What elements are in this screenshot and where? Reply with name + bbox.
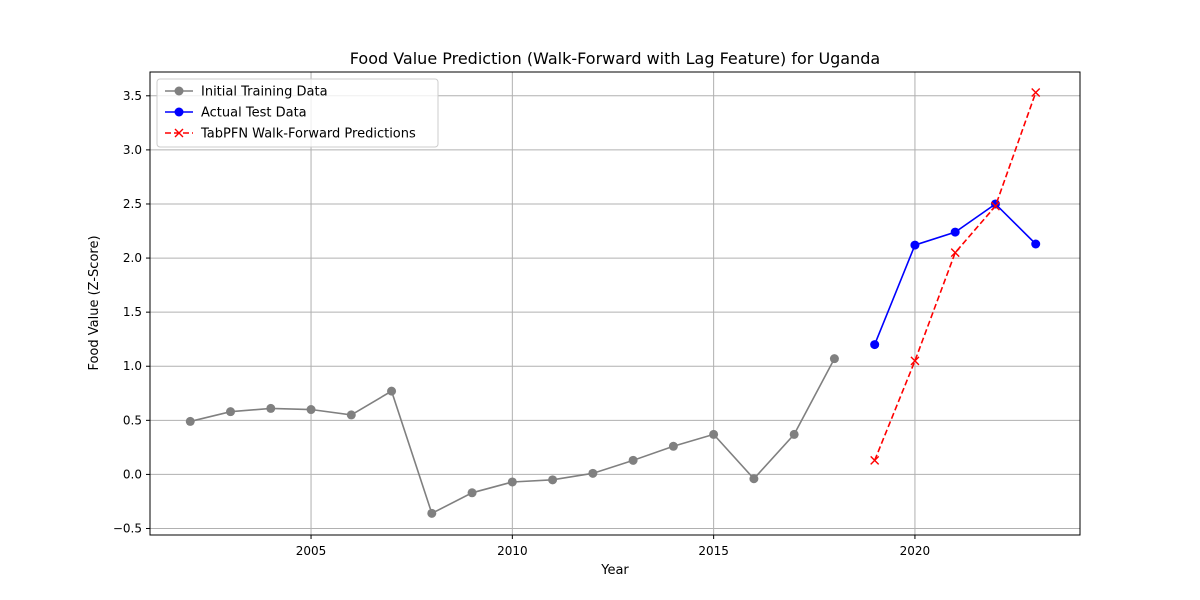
x-tick-label: 2005 [296,544,327,558]
y-tick-label: 1.0 [123,359,142,373]
x-tick-label: 2010 [497,544,528,558]
y-tick-label: 0.5 [123,413,142,427]
y-tick-label: 0.0 [123,467,142,481]
data-point-x-marker [910,356,920,366]
data-point [467,488,477,498]
series-initial-training-data [185,354,839,518]
data-point [1031,239,1041,249]
x-axis-label: Year [600,563,629,578]
legend-label: Actual Test Data [201,106,307,121]
data-point [548,475,558,485]
x-tick-label: 2020 [900,544,931,558]
data-point [789,429,799,439]
data-point-x-marker [990,201,1000,211]
chart-title: Food Value Prediction (Walk-Forward with… [350,49,880,68]
data-point [870,340,880,350]
data-point [387,386,397,396]
x-axis-ticks: 2005 2010 2015 2020 [296,535,930,558]
y-tick-label: 1.5 [123,305,142,319]
plot-series [185,88,1041,518]
series-line [873,92,1037,461]
legend-x-marker [174,128,184,138]
x-tick-label: 2015 [698,544,729,558]
y-tick-label: −0.5 [113,522,142,536]
data-point [306,405,316,415]
data-point [910,240,920,250]
data-point [507,477,517,487]
y-axis-ticks: −0.5 0.0 0.5 1.0 1.5 2.0 2.5 3.0 3.5 [113,89,150,536]
legend-entry-actual-test-data: Actual Test Data [165,106,307,121]
data-point [709,429,719,439]
data-point [588,468,598,478]
data-point [950,227,960,237]
data-point-x-marker [870,455,880,465]
legend-circle-marker [174,107,184,117]
data-point [266,403,276,413]
legend-box [156,78,439,148]
data-point [668,441,678,451]
data-point [427,508,437,518]
y-tick-label: 3.0 [123,143,142,157]
data-point [749,474,759,484]
legend: Initial Training Data Actual Test Data Tab… [156,78,439,148]
data-point-x-marker [1031,88,1041,98]
plot-frame [149,71,1081,536]
y-axis-label: Food Value (Z-Score) [87,235,102,370]
legend-circle-marker [174,86,184,96]
y-tick-label: 2.0 [123,251,142,265]
y-tick-label: 3.5 [123,89,142,103]
legend-entry-initial-training-data: Initial Training Data [165,85,328,100]
legend-label: Initial Training Data [201,85,328,100]
data-point [829,354,839,364]
legend-label: TabPFN Walk-Forward Predictions [200,127,416,142]
legend-entry-tabpfn-walk-forward-predictions: TabPFN Walk-Forward Predictions [165,127,416,142]
y-tick-label: 2.5 [123,197,142,211]
data-point [185,416,195,426]
data-point-x-marker [950,248,960,258]
data-point [226,407,236,417]
data-point [346,410,356,420]
grid [150,72,1080,535]
data-point [628,455,638,465]
series-tabpfn-walk-forward-predictions [870,88,1041,465]
